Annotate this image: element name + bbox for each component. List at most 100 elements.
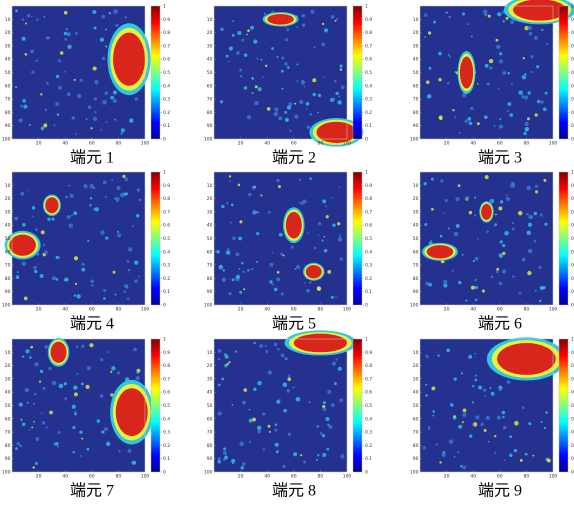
y-tick-label: 50 [5, 236, 11, 242]
speckle [41, 421, 46, 425]
speckle [471, 401, 475, 404]
speckle [427, 31, 432, 35]
speckle [44, 345, 49, 349]
speckle [315, 458, 318, 461]
speckle [439, 461, 442, 464]
speckle [521, 257, 526, 262]
y-tick-label: 30 [207, 43, 213, 49]
speckle [217, 457, 221, 461]
speckle [38, 380, 42, 383]
y-tick-label: 50 [5, 70, 11, 76]
speckle [257, 425, 262, 431]
speckle [330, 14, 335, 19]
speckle [321, 239, 324, 242]
speckle [31, 206, 36, 210]
speckle [26, 13, 31, 18]
x-tick-label: 20 [238, 307, 244, 313]
speckle [20, 418, 23, 421]
colorbar [352, 171, 363, 306]
speckle [477, 238, 479, 240]
speckle [539, 286, 544, 291]
y-tick-label: 90 [207, 123, 213, 129]
hot-region [497, 342, 556, 375]
speckle [422, 446, 427, 450]
panel-label: 端元 8 [272, 482, 316, 500]
speckle [470, 35, 473, 38]
speckle [424, 222, 428, 227]
speckle [86, 366, 91, 371]
speckle [290, 245, 294, 249]
speckle [32, 402, 36, 405]
y-tick-label: 20 [5, 363, 11, 369]
x-tick-label: 40 [62, 141, 68, 147]
colorbar-tick-label: 0.1 [571, 123, 574, 129]
speckle [103, 297, 106, 300]
speckle [278, 116, 283, 121]
speckle [438, 78, 442, 82]
speckle [132, 460, 137, 465]
speckle [16, 271, 19, 274]
speckle [444, 198, 448, 202]
y-tick-label: 100 [204, 303, 213, 309]
speckle [257, 87, 262, 92]
speckle [44, 108, 47, 111]
speckle [296, 80, 299, 83]
speckle [229, 180, 231, 182]
speckle [43, 16, 46, 18]
x-tick-label: 40 [62, 307, 68, 313]
speckle [20, 104, 23, 108]
speckle [524, 452, 528, 456]
y-tick-label: 100 [204, 470, 213, 476]
x-tick-label: 100 [549, 474, 558, 480]
colorbar-tick-label: 0 [571, 137, 574, 143]
y-tick-label: 20 [413, 363, 419, 369]
speckle [15, 275, 20, 279]
speckle [474, 285, 478, 290]
speckle [526, 230, 531, 236]
speckle [265, 349, 269, 353]
speckle [45, 122, 47, 125]
speckle [274, 428, 278, 432]
colorbar-tick-label: 0.3 [571, 430, 574, 436]
speckle [126, 297, 130, 301]
speckle [323, 76, 326, 79]
speckle [447, 53, 450, 56]
speckle [524, 127, 530, 132]
speckle [92, 66, 97, 71]
speckle [136, 188, 141, 192]
speckle [337, 100, 342, 105]
speckle [74, 412, 77, 416]
speckle [325, 416, 330, 422]
speckle [224, 354, 229, 359]
speckle [323, 401, 327, 405]
speckle [287, 432, 291, 437]
speckle [57, 59, 62, 63]
speckle [309, 177, 312, 180]
speckle [327, 270, 332, 274]
speckle [120, 192, 125, 198]
speckle [337, 222, 341, 226]
y-tick-label: 90 [413, 123, 419, 129]
speckle [338, 186, 341, 189]
speckle [462, 408, 467, 413]
speckle [428, 66, 432, 70]
speckle [467, 116, 472, 121]
speckle [64, 37, 68, 41]
speckle [76, 93, 82, 99]
speckle [530, 55, 534, 59]
y-tick-label: 90 [5, 289, 11, 295]
colorbar-tick-label: 0.2 [365, 276, 372, 282]
speckle [240, 466, 245, 470]
speckle [281, 87, 284, 90]
colorbar [558, 338, 569, 473]
colorbar-tick-label: 0.6 [571, 223, 574, 229]
speckle [511, 221, 515, 225]
speckle [533, 240, 537, 243]
speckle [228, 175, 232, 178]
speckle [498, 387, 502, 392]
speckle [246, 33, 248, 36]
speckle [235, 252, 240, 257]
x-tick-label: 40 [264, 141, 270, 147]
y-tick-label: 50 [413, 70, 419, 76]
speckle [453, 377, 457, 381]
